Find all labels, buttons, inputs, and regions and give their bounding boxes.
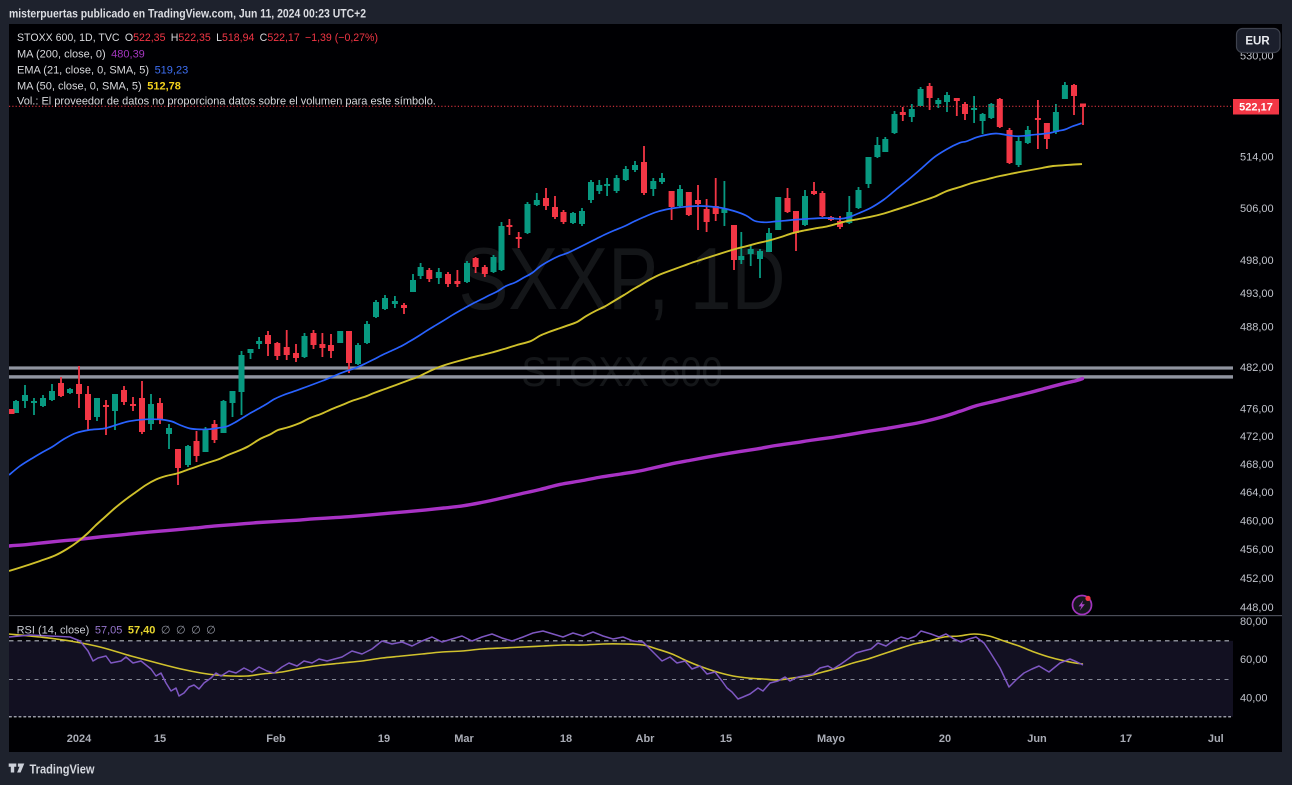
svg-text:2024: 2024 xyxy=(67,733,92,745)
svg-text:493,00: 493,00 xyxy=(1240,288,1274,300)
svg-text:MA (50, close, 0, SMA, 5) 512,: MA (50, close, 0, SMA, 5) 512,78 xyxy=(17,81,181,93)
svg-text:506,00: 506,00 xyxy=(1240,203,1274,215)
svg-text:468,00: 468,00 xyxy=(1240,459,1274,471)
svg-text:472,00: 472,00 xyxy=(1240,431,1274,443)
svg-text:456,00: 456,00 xyxy=(1240,544,1274,556)
svg-text:19: 19 xyxy=(378,733,390,745)
svg-text:EMA (21, close, 0, SMA, 5) 519: EMA (21, close, 0, SMA, 5) 519,23 xyxy=(17,65,188,77)
svg-text:Abr: Abr xyxy=(636,733,656,745)
svg-text:80,00: 80,00 xyxy=(1240,616,1268,628)
svg-text:40,00: 40,00 xyxy=(1240,692,1268,704)
svg-text:530,00: 530,00 xyxy=(1240,51,1274,63)
svg-text:Jun: Jun xyxy=(1027,733,1047,745)
svg-text:18: 18 xyxy=(560,733,572,745)
svg-text:448,00: 448,00 xyxy=(1240,602,1274,614)
svg-text:17: 17 xyxy=(1120,733,1132,745)
svg-text:514,00: 514,00 xyxy=(1240,151,1274,163)
svg-text:476,00: 476,00 xyxy=(1240,403,1274,415)
svg-text:482,00: 482,00 xyxy=(1240,362,1274,374)
svg-text:20: 20 xyxy=(939,733,951,745)
svg-text:498,00: 498,00 xyxy=(1240,255,1274,267)
svg-text:Mayo: Mayo xyxy=(817,733,845,745)
svg-text:Vol.: El proveedor de datos no: Vol.: El proveedor de datos no proporcio… xyxy=(17,96,436,108)
svg-text:MA (200, close, 0) 480,39: MA (200, close, 0) 480,39 xyxy=(17,49,145,61)
svg-text:15: 15 xyxy=(154,733,166,745)
svg-text:EUR: EUR xyxy=(1245,36,1270,48)
svg-text:488,00: 488,00 xyxy=(1240,322,1274,334)
svg-text:Jul: Jul xyxy=(1208,733,1224,745)
svg-text:Feb: Feb xyxy=(266,733,286,745)
svg-text:60,00: 60,00 xyxy=(1240,654,1268,666)
svg-text:Mar: Mar xyxy=(454,733,474,745)
svg-text:TradingView: TradingView xyxy=(30,763,95,777)
svg-text:misterpuertas publicado en Tra: misterpuertas publicado en TradingView.c… xyxy=(9,7,366,21)
svg-text:452,00: 452,00 xyxy=(1240,573,1274,585)
svg-text:464,00: 464,00 xyxy=(1240,487,1274,499)
svg-text:15: 15 xyxy=(720,733,732,745)
svg-text:RSI (14, close) 57,05 57,40 ∅: RSI (14, close) 57,05 57,40 ∅ ∅ ∅ ∅ xyxy=(17,625,216,637)
svg-text:522,17: 522,17 xyxy=(1239,102,1273,114)
svg-text:STOXX 600, 1D, TVC O522,35 H52: STOXX 600, 1D, TVC O522,35 H522,35 L518,… xyxy=(17,32,378,44)
svg-text:STOXX 600: STOXX 600 xyxy=(522,348,723,395)
svg-text:460,00: 460,00 xyxy=(1240,516,1274,528)
